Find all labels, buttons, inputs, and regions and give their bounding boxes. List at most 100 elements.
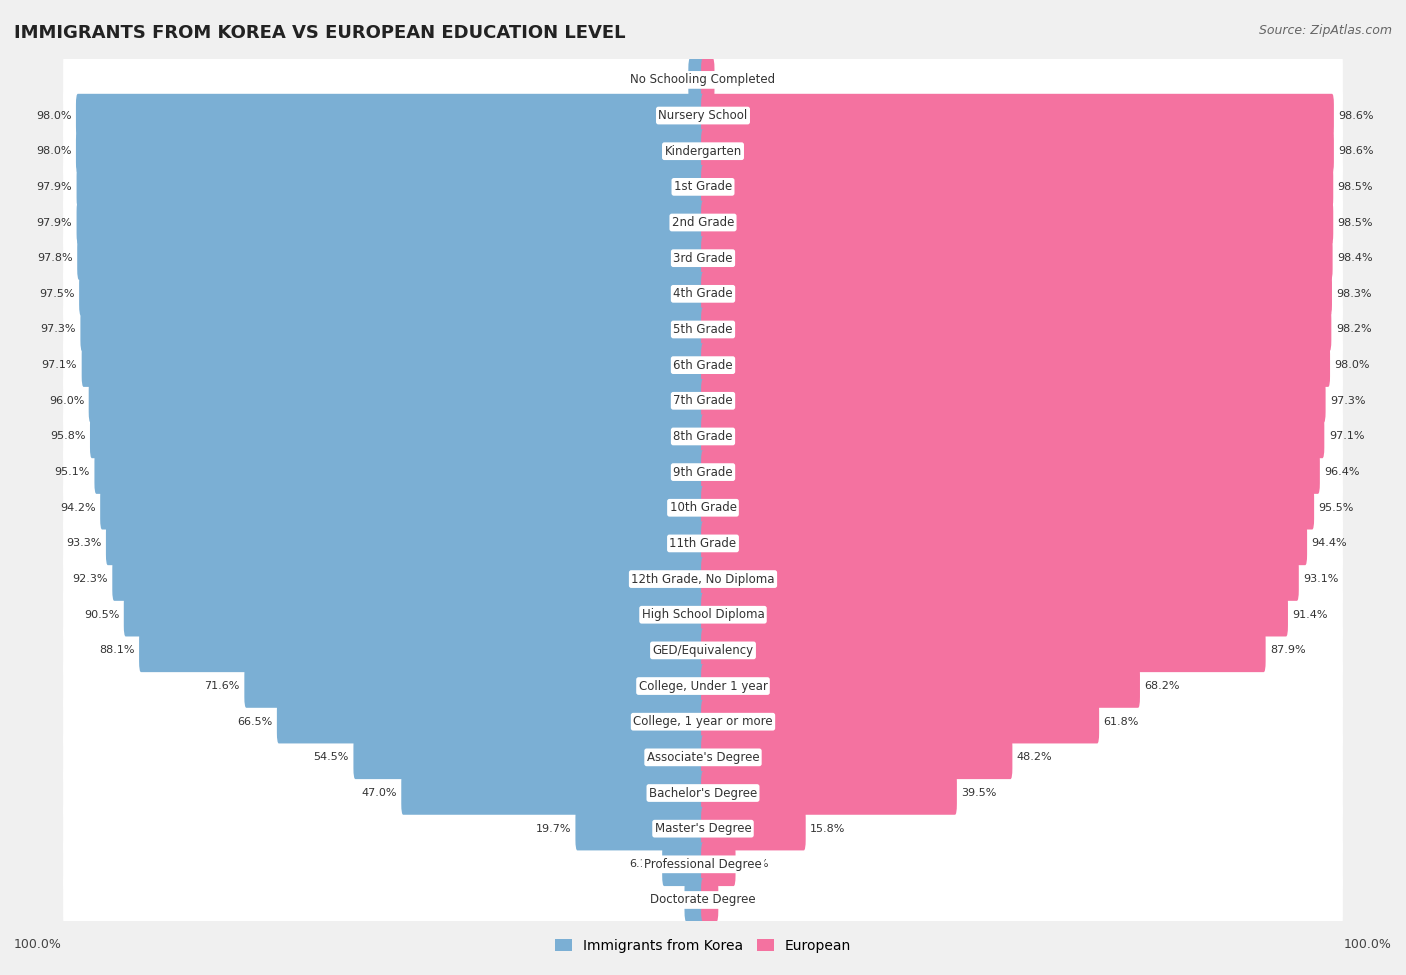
FancyBboxPatch shape bbox=[702, 878, 718, 921]
Text: 97.1%: 97.1% bbox=[1329, 432, 1364, 442]
Text: 4th Grade: 4th Grade bbox=[673, 288, 733, 300]
FancyBboxPatch shape bbox=[76, 130, 704, 173]
Text: 1st Grade: 1st Grade bbox=[673, 180, 733, 193]
FancyBboxPatch shape bbox=[63, 231, 1343, 286]
FancyBboxPatch shape bbox=[63, 302, 1343, 357]
Text: 11th Grade: 11th Grade bbox=[669, 537, 737, 550]
FancyBboxPatch shape bbox=[82, 343, 704, 387]
Text: 8th Grade: 8th Grade bbox=[673, 430, 733, 443]
FancyBboxPatch shape bbox=[63, 694, 1343, 749]
Text: 95.5%: 95.5% bbox=[1319, 503, 1354, 513]
FancyBboxPatch shape bbox=[124, 593, 704, 637]
FancyBboxPatch shape bbox=[702, 807, 806, 850]
Text: 54.5%: 54.5% bbox=[314, 753, 349, 762]
FancyBboxPatch shape bbox=[63, 517, 1343, 570]
FancyBboxPatch shape bbox=[575, 807, 704, 850]
Text: Professional Degree: Professional Degree bbox=[644, 858, 762, 871]
FancyBboxPatch shape bbox=[702, 414, 1324, 458]
Text: Kindergarten: Kindergarten bbox=[665, 144, 741, 158]
Text: 5th Grade: 5th Grade bbox=[673, 323, 733, 336]
Text: 95.1%: 95.1% bbox=[55, 467, 90, 477]
FancyBboxPatch shape bbox=[105, 522, 704, 565]
Text: 47.0%: 47.0% bbox=[361, 788, 396, 798]
Text: Nursery School: Nursery School bbox=[658, 109, 748, 122]
Text: 61.8%: 61.8% bbox=[1104, 717, 1139, 726]
Text: College, 1 year or more: College, 1 year or more bbox=[633, 716, 773, 728]
FancyBboxPatch shape bbox=[702, 771, 957, 815]
FancyBboxPatch shape bbox=[76, 165, 704, 209]
FancyBboxPatch shape bbox=[76, 201, 704, 245]
FancyBboxPatch shape bbox=[702, 629, 1265, 672]
FancyBboxPatch shape bbox=[702, 308, 1331, 351]
Text: 6th Grade: 6th Grade bbox=[673, 359, 733, 371]
FancyBboxPatch shape bbox=[401, 771, 704, 815]
Text: 12th Grade, No Diploma: 12th Grade, No Diploma bbox=[631, 572, 775, 586]
Text: 10th Grade: 10th Grade bbox=[669, 501, 737, 514]
FancyBboxPatch shape bbox=[63, 267, 1343, 321]
Text: 3rd Grade: 3rd Grade bbox=[673, 252, 733, 264]
Text: 96.0%: 96.0% bbox=[49, 396, 84, 406]
FancyBboxPatch shape bbox=[702, 558, 1299, 601]
Text: 98.4%: 98.4% bbox=[1337, 254, 1372, 263]
FancyBboxPatch shape bbox=[94, 450, 704, 494]
Text: 48.2%: 48.2% bbox=[1017, 753, 1053, 762]
Text: 2.0%: 2.0% bbox=[655, 75, 683, 85]
FancyBboxPatch shape bbox=[79, 272, 704, 316]
FancyBboxPatch shape bbox=[702, 735, 1012, 779]
Text: 90.5%: 90.5% bbox=[84, 609, 120, 620]
FancyBboxPatch shape bbox=[63, 588, 1343, 642]
FancyBboxPatch shape bbox=[63, 730, 1343, 785]
Text: Associate's Degree: Associate's Degree bbox=[647, 751, 759, 763]
Legend: Immigrants from Korea, European: Immigrants from Korea, European bbox=[550, 933, 856, 958]
Text: 98.0%: 98.0% bbox=[1334, 360, 1369, 370]
Text: 71.6%: 71.6% bbox=[204, 682, 240, 691]
Text: 39.5%: 39.5% bbox=[962, 788, 997, 798]
Text: 100.0%: 100.0% bbox=[1344, 938, 1392, 951]
Text: 68.2%: 68.2% bbox=[1144, 682, 1180, 691]
FancyBboxPatch shape bbox=[63, 623, 1343, 678]
FancyBboxPatch shape bbox=[702, 664, 1140, 708]
FancyBboxPatch shape bbox=[80, 308, 704, 351]
Text: 6.1%: 6.1% bbox=[630, 859, 658, 870]
FancyBboxPatch shape bbox=[63, 373, 1343, 428]
FancyBboxPatch shape bbox=[702, 700, 1099, 744]
FancyBboxPatch shape bbox=[63, 338, 1343, 392]
Text: 96.4%: 96.4% bbox=[1324, 467, 1360, 477]
Text: 87.9%: 87.9% bbox=[1270, 645, 1306, 655]
FancyBboxPatch shape bbox=[63, 410, 1343, 463]
Text: 97.9%: 97.9% bbox=[37, 217, 72, 227]
FancyBboxPatch shape bbox=[63, 873, 1343, 927]
FancyBboxPatch shape bbox=[702, 236, 1333, 280]
FancyBboxPatch shape bbox=[702, 842, 735, 886]
Text: 98.3%: 98.3% bbox=[1337, 289, 1372, 298]
Text: 91.4%: 91.4% bbox=[1292, 609, 1327, 620]
FancyBboxPatch shape bbox=[662, 842, 704, 886]
Text: 98.6%: 98.6% bbox=[1339, 146, 1374, 156]
Text: 4.8%: 4.8% bbox=[740, 859, 769, 870]
FancyBboxPatch shape bbox=[685, 878, 704, 921]
Text: High School Diploma: High School Diploma bbox=[641, 608, 765, 621]
Text: Bachelor's Degree: Bachelor's Degree bbox=[650, 787, 756, 800]
Text: 92.3%: 92.3% bbox=[72, 574, 108, 584]
Text: 19.7%: 19.7% bbox=[536, 824, 571, 834]
Text: 94.4%: 94.4% bbox=[1312, 538, 1347, 548]
FancyBboxPatch shape bbox=[702, 379, 1326, 422]
FancyBboxPatch shape bbox=[277, 700, 704, 744]
FancyBboxPatch shape bbox=[63, 659, 1343, 713]
FancyBboxPatch shape bbox=[112, 558, 704, 601]
Text: Master's Degree: Master's Degree bbox=[655, 822, 751, 836]
FancyBboxPatch shape bbox=[63, 801, 1343, 856]
FancyBboxPatch shape bbox=[702, 450, 1320, 494]
FancyBboxPatch shape bbox=[100, 486, 704, 529]
FancyBboxPatch shape bbox=[63, 195, 1343, 250]
Text: GED/Equivalency: GED/Equivalency bbox=[652, 644, 754, 657]
Text: 2nd Grade: 2nd Grade bbox=[672, 216, 734, 229]
Text: Source: ZipAtlas.com: Source: ZipAtlas.com bbox=[1258, 24, 1392, 37]
Text: 97.3%: 97.3% bbox=[41, 325, 76, 334]
FancyBboxPatch shape bbox=[702, 486, 1315, 529]
FancyBboxPatch shape bbox=[63, 766, 1343, 820]
Text: No Schooling Completed: No Schooling Completed bbox=[630, 73, 776, 87]
FancyBboxPatch shape bbox=[139, 629, 704, 672]
Text: 98.5%: 98.5% bbox=[1337, 182, 1374, 192]
FancyBboxPatch shape bbox=[702, 593, 1288, 637]
